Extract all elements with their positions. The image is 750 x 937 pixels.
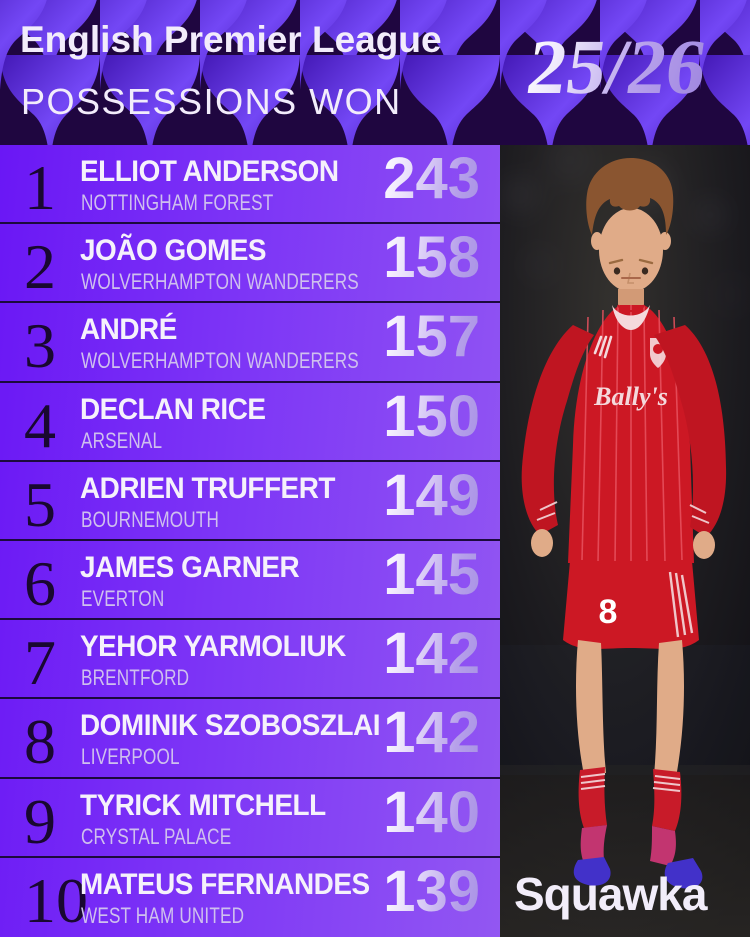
svg-text:Bally's: Bally's [593,382,668,411]
svg-text:8: 8 [599,593,618,631]
